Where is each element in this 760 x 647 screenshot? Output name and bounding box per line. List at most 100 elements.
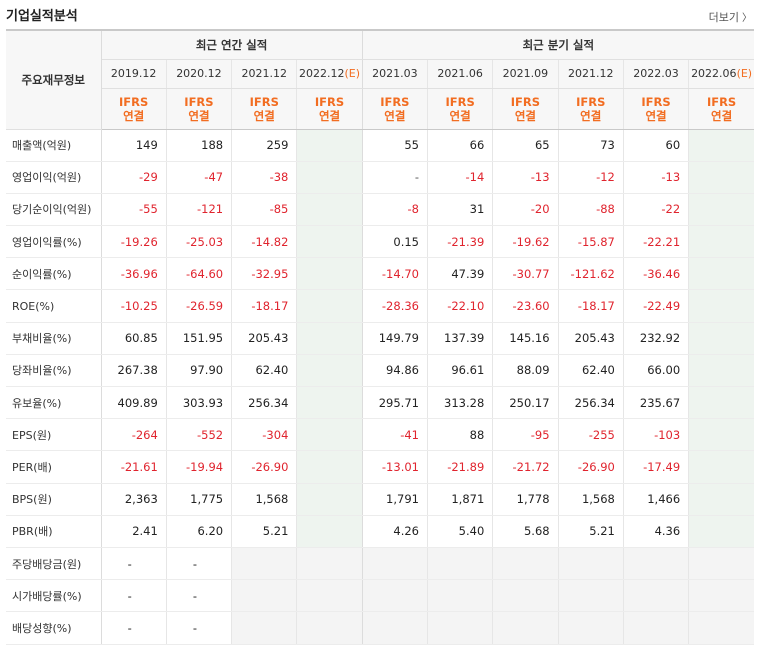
more-label: 더보기 xyxy=(708,11,739,24)
period-header: 2021.06 xyxy=(426,59,493,89)
period-header: 2021.12 xyxy=(557,59,624,89)
table-cell: - xyxy=(165,579,232,613)
period-header: 2020.12 xyxy=(165,59,232,89)
table-row: 부채비율(%) 60.85 151.95 205.43 149.79 137.39 145.… xyxy=(6,321,754,355)
table-cell: -13 xyxy=(622,161,689,194)
row-header-title: 주요재무정보 xyxy=(6,30,102,130)
table-cell: -36.46 xyxy=(622,257,689,291)
table-cell xyxy=(557,579,624,613)
table-cell: 0.15 xyxy=(362,225,428,259)
table-cell: -32.95 xyxy=(231,257,297,291)
ifrs-line2: 연결 xyxy=(253,108,275,123)
table-cell: 149.79 xyxy=(362,321,428,355)
ifrs-line2: 연결 xyxy=(514,108,537,123)
table-cell xyxy=(296,546,363,581)
ifrs-line1: IFRS xyxy=(641,94,671,109)
table-cell: -18.17 xyxy=(557,289,624,323)
table-cell: -64.60 xyxy=(165,257,232,291)
ifrs-line2: 연결 xyxy=(384,108,406,123)
table-cell xyxy=(296,418,363,452)
table-cell: -552 xyxy=(165,418,232,452)
table-cell xyxy=(362,611,428,645)
table-cell: -22.10 xyxy=(426,289,493,323)
more-link[interactable]: 더보기 〉 xyxy=(709,9,752,25)
table-cell: 1,778 xyxy=(492,483,559,516)
row-label: 부채비율(%) xyxy=(6,321,102,355)
table-cell: -14.82 xyxy=(231,225,297,259)
table-cell xyxy=(296,257,363,291)
table-cell: 1,568 xyxy=(557,483,624,516)
table-cell: 303.93 xyxy=(165,386,232,420)
row-label: 매출액(억원) xyxy=(6,129,102,162)
row-label: 주당배당금(원) xyxy=(6,546,102,581)
table-cell: -20 xyxy=(492,193,559,227)
table-cell: -22.21 xyxy=(622,225,689,259)
table-cell xyxy=(296,483,363,516)
table-cell: 1,568 xyxy=(231,483,297,516)
table-cell xyxy=(622,579,689,613)
row-label: EPS(원) xyxy=(6,418,102,452)
table-cell: 205.43 xyxy=(557,321,624,355)
table-cell xyxy=(296,515,363,548)
table-cell: 62.40 xyxy=(231,354,297,388)
ifrs-line1: IFRS xyxy=(119,94,149,109)
row-label: ROE(%) xyxy=(6,289,102,323)
table-cell: -30.77 xyxy=(492,257,559,291)
period-header: 2022.06(E) xyxy=(688,59,754,89)
table-cell: 250.17 xyxy=(492,386,559,420)
table-row: BPS(원) 2,363 1,775 1,568 1,791 1,871 1,778 1,56… xyxy=(6,483,754,516)
table-cell: 259 xyxy=(231,129,297,162)
table-cell xyxy=(688,193,754,227)
ifrs-line2: 연결 xyxy=(711,108,733,123)
ifrs-line1: IFRS xyxy=(510,94,541,109)
table-cell xyxy=(688,483,754,516)
ifrs-line1: IFRS xyxy=(706,94,737,109)
table-cell xyxy=(426,579,493,613)
table-cell: -8 xyxy=(362,193,428,227)
table-cell: 1,466 xyxy=(622,483,689,516)
table-cell: 31 xyxy=(426,193,493,227)
ifrs-line2: 연결 xyxy=(188,108,210,123)
table-cell: 60.85 xyxy=(101,321,167,355)
table-cell xyxy=(492,546,559,581)
table-cell: -19.94 xyxy=(165,450,232,484)
table-cell: -21.39 xyxy=(426,225,493,259)
estimate-tag: (E) xyxy=(344,67,361,80)
table-row: PER(배) -21.61 -19.94 -26.90 -13.01 -21.89 -21.… xyxy=(6,450,754,484)
table-cell: -19.26 xyxy=(101,225,167,259)
row-label: 당좌비율(%) xyxy=(6,354,102,388)
ifrs-label: IFRS 연결 xyxy=(557,88,624,130)
ifrs-label: IFRS 연결 xyxy=(165,88,232,130)
table-cell: 205.43 xyxy=(231,321,297,355)
table-cell: 145.16 xyxy=(492,321,559,355)
ifrs-line1: IFRS xyxy=(576,94,606,109)
table-cell xyxy=(231,611,297,645)
table-cell xyxy=(688,418,754,452)
row-label: 영업이익률(%) xyxy=(6,225,102,259)
table-row: 시가배당률(%) - - xyxy=(6,579,754,613)
table-cell xyxy=(426,611,493,645)
table-cell: 1,871 xyxy=(426,483,493,516)
table-cell xyxy=(688,354,754,388)
section-title: 기업실적분석 xyxy=(6,9,78,24)
table-cell: 66 xyxy=(426,129,493,162)
table-cell xyxy=(296,450,363,484)
table-cell: 60 xyxy=(622,129,689,162)
chevron-right-icon: 〉 xyxy=(742,13,752,24)
table-cell xyxy=(492,579,559,613)
table-cell xyxy=(231,579,297,613)
ifrs-label: IFRS 연결 xyxy=(688,88,754,130)
ifrs-line2: 연결 xyxy=(580,108,602,123)
table-cell: 4.26 xyxy=(362,515,428,548)
table-cell: -25.03 xyxy=(165,225,232,259)
table-cell: -21.61 xyxy=(101,450,167,484)
table-row: ROE(%) -10.25 -26.59 -18.17 -28.36 -22.10 -23.… xyxy=(6,289,754,323)
table-row: 배당성향(%) - - xyxy=(6,611,754,645)
table-cell: -121.62 xyxy=(557,257,624,291)
table-row: 순이익률(%) -36.96 -64.60 -32.95 -14.70 47.39 -30.… xyxy=(6,257,754,291)
table-cell: 66.00 xyxy=(622,354,689,388)
table-cell: -22.49 xyxy=(622,289,689,323)
table-cell: 295.71 xyxy=(362,386,428,420)
table-cell xyxy=(296,193,363,227)
table-cell xyxy=(688,515,754,548)
